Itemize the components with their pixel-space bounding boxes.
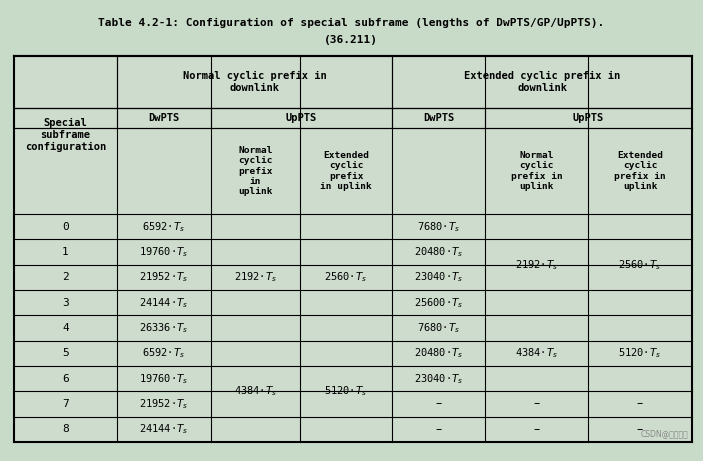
Text: –: – [534,423,540,436]
Text: UpPTS: UpPTS [573,113,604,123]
Text: 2192·$T_s$: 2192·$T_s$ [234,271,277,284]
Text: 6592·$T_s$: 6592·$T_s$ [143,346,186,360]
Text: 19760·$T_s$: 19760·$T_s$ [139,245,188,259]
Text: 2: 2 [62,272,69,282]
Text: 20480·$T_s$: 20480·$T_s$ [414,245,463,259]
Text: 21952·$T_s$: 21952·$T_s$ [139,271,188,284]
Text: –: – [637,397,643,410]
Bar [588,56,692,108]
Text: (36.211): (36.211) [324,35,378,45]
Text: 24144·$T_s$: 24144·$T_s$ [139,422,188,436]
Text: 5120·$T_s$: 5120·$T_s$ [619,346,662,360]
Text: Special
subframe
configuration: Special subframe configuration [25,118,106,152]
Text: 6: 6 [62,374,69,384]
Text: 4384·$T_s$: 4384·$T_s$ [515,346,558,360]
Text: Normal cyclic prefix in
downlink: Normal cyclic prefix in downlink [183,71,326,93]
Text: 20480·$T_s$: 20480·$T_s$ [414,346,463,360]
Bar [14,56,692,442]
Text: 26336·$T_s$: 26336·$T_s$ [139,321,188,335]
Text: 5: 5 [62,349,69,358]
Text: 7680·$T_s$: 7680·$T_s$ [417,321,460,335]
Text: 0: 0 [62,222,69,232]
Text: DwPTS: DwPTS [423,113,454,123]
Text: –: – [637,423,643,436]
Bar [588,108,692,128]
Text: 7: 7 [62,399,69,409]
Bar [300,56,392,108]
Text: Normal
cyclic
prefix in
uplink: Normal cyclic prefix in uplink [510,151,562,191]
Text: 21952·$T_s$: 21952·$T_s$ [139,397,188,411]
Text: –: – [435,423,441,436]
Text: 7680·$T_s$: 7680·$T_s$ [417,220,460,234]
Text: Extended cyclic prefix in
downlink: Extended cyclic prefix in downlink [464,71,620,93]
Text: 24144·$T_s$: 24144·$T_s$ [139,296,188,310]
Text: DwPTS: DwPTS [148,113,180,123]
Text: Normal
cyclic
prefix
in
uplink: Normal cyclic prefix in uplink [238,146,273,196]
Text: –: – [534,397,540,410]
Text: –: – [435,397,441,410]
Text: 8: 8 [62,424,69,434]
Text: CSDN@天涯海风: CSDN@天涯海风 [640,429,688,438]
Bar [211,56,300,108]
Text: 6592·$T_s$: 6592·$T_s$ [143,220,186,234]
Text: 23040·$T_s$: 23040·$T_s$ [414,271,463,284]
Text: 25600·$T_s$: 25600·$T_s$ [414,296,463,310]
Text: 2560·$T_s$: 2560·$T_s$ [619,258,662,272]
Text: 2560·$T_s$: 2560·$T_s$ [324,271,368,284]
Bar [485,56,588,108]
Text: 4384·$T_s$: 4384·$T_s$ [234,384,277,398]
Text: 19760·$T_s$: 19760·$T_s$ [139,372,188,385]
Text: 2192·$T_s$: 2192·$T_s$ [515,258,558,272]
Bar [300,108,392,128]
Text: 5120·$T_s$: 5120·$T_s$ [324,384,368,398]
Text: 1: 1 [62,247,69,257]
Text: Table 4.2-1: Configuration of special subframe (lengths of DwPTS/GP/UpPTS).: Table 4.2-1: Configuration of special su… [98,18,604,28]
Text: Extended
cyclic
prefix
in uplink: Extended cyclic prefix in uplink [320,151,372,191]
Text: UpPTS: UpPTS [286,113,317,123]
Text: 3: 3 [62,298,69,307]
Text: 4: 4 [62,323,69,333]
Text: 23040·$T_s$: 23040·$T_s$ [414,372,463,385]
Text: Extended
cyclic
prefix in
uplink: Extended cyclic prefix in uplink [614,151,666,191]
